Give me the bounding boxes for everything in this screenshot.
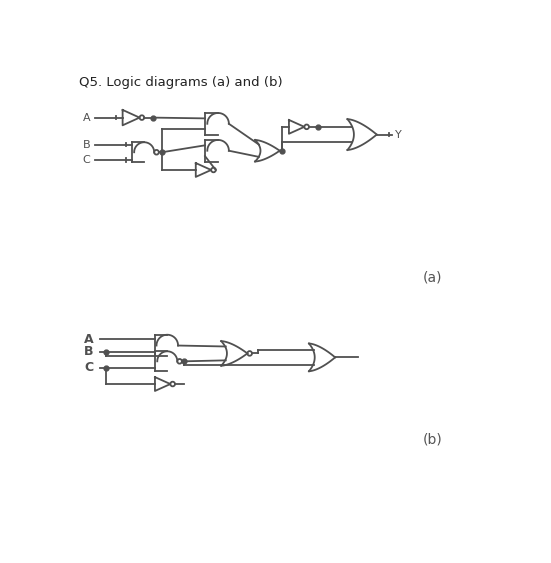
Text: C: C xyxy=(84,361,93,374)
Text: A: A xyxy=(84,333,93,346)
Text: A: A xyxy=(83,113,90,123)
Text: B: B xyxy=(84,345,93,358)
Text: Q5. Logic diagrams (a) and (b): Q5. Logic diagrams (a) and (b) xyxy=(79,76,283,89)
Text: B: B xyxy=(83,140,90,150)
Text: Y: Y xyxy=(395,129,402,140)
Text: (b): (b) xyxy=(423,432,442,446)
Text: (a): (a) xyxy=(423,271,442,285)
Text: C: C xyxy=(83,155,90,165)
